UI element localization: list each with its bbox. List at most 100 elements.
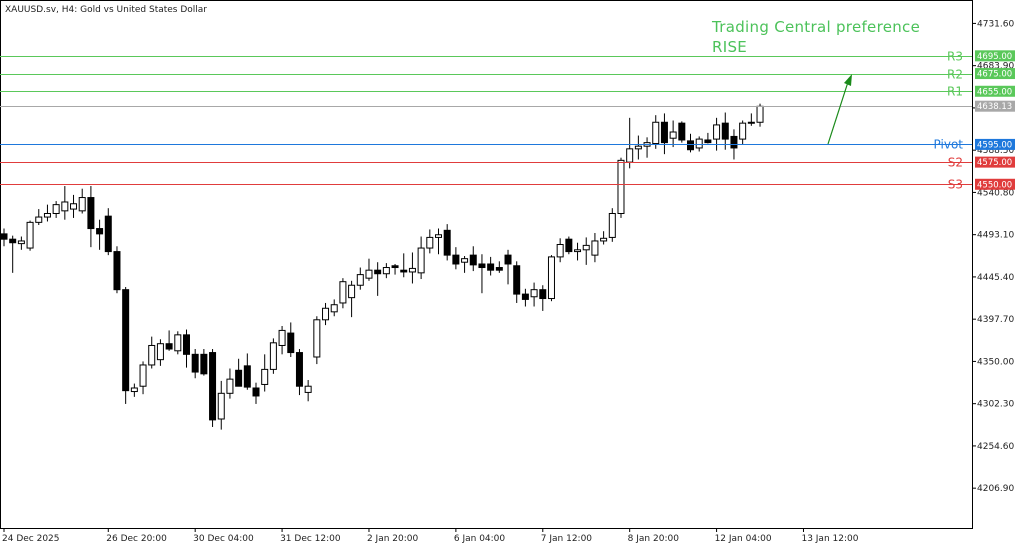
candle [608, 208, 616, 242]
candle-body-bullish [669, 131, 677, 139]
candle-body-bullish [52, 204, 60, 214]
candle-body-bullish [461, 258, 469, 263]
candle-body-bullish [426, 236, 434, 249]
candle-body-bullish [695, 138, 703, 149]
price-tag-current-text: 4638.13 [977, 102, 1012, 112]
candle [678, 121, 686, 143]
candle-body-bearish [200, 353, 208, 375]
level-name-r3: R3 [947, 50, 963, 64]
candle [252, 382, 260, 404]
rise-arrow-shaft [827, 81, 849, 145]
price-tag-s2-text: 4575.00 [977, 158, 1012, 168]
candle-body-bearish [513, 265, 521, 295]
instrument-title: XAUUSD.sv, H4: Gold vs United States Dol… [5, 5, 207, 15]
candle [313, 316, 321, 365]
candle-body-bullish [608, 212, 616, 238]
candle [713, 117, 721, 151]
candle-body-bearish [478, 263, 486, 269]
level-name-pivot: Pivot [934, 138, 964, 152]
candle [339, 278, 347, 309]
candle [408, 252, 416, 284]
candle [182, 329, 190, 368]
candle [61, 186, 69, 220]
pivot-levels: R3 R2 R1 Pivot S2 S3 [0, 50, 972, 192]
candle-body-bullish [530, 289, 538, 298]
candle [304, 380, 312, 402]
candle-body-bearish [87, 197, 95, 230]
candle [104, 208, 112, 256]
candle [330, 299, 338, 317]
candle [148, 336, 156, 369]
candle [243, 353, 251, 390]
candle [9, 235, 17, 273]
candle [417, 236, 425, 280]
y-tick-label: 4254.60 [977, 442, 1014, 452]
candle [374, 262, 382, 296]
candle [687, 133, 695, 153]
candle [348, 280, 356, 318]
candle-body-bullish [634, 145, 642, 150]
candle-body-bullish [435, 234, 442, 238]
price-tag-s3: 4550.00 [975, 178, 1015, 190]
candle-body-bearish [9, 238, 17, 244]
candle [226, 368, 234, 399]
x-tick-label: 8 Jan 20:00 [628, 534, 680, 544]
y-tick-label: 4540.80 [977, 188, 1014, 198]
x-tick-label: 7 Jan 12:00 [541, 534, 593, 544]
price-tag-s2-bg [975, 156, 1015, 168]
candle [322, 302, 330, 326]
candle-body-bullish [313, 319, 321, 358]
candle-body-bearish [104, 215, 112, 253]
candle [191, 349, 199, 379]
x-tick-label: 24 Dec 2025 [2, 534, 60, 544]
price-tag-pivot-text: 4595.00 [977, 140, 1012, 150]
candle-body-bullish [61, 201, 69, 212]
candle [565, 236, 573, 255]
candle [122, 287, 130, 404]
candle-body-bullish [356, 274, 364, 286]
candle [17, 236, 25, 250]
candle-body-bearish [704, 139, 712, 144]
y-tick-label: 4493.10 [977, 231, 1014, 241]
candle [174, 331, 182, 355]
candle [478, 254, 486, 294]
candle-body-bullish [626, 148, 634, 163]
candle-body-bearish [287, 332, 295, 354]
candle-body-bullish [574, 249, 582, 253]
candle-body-bullish [35, 216, 43, 223]
candle-body-bearish [391, 265, 399, 269]
level-name-r1: R1 [947, 85, 963, 99]
candle [96, 219, 104, 250]
candle-body-bearish [452, 254, 460, 265]
y-tick-label: 4397.70 [977, 315, 1014, 325]
rise-arrow [827, 74, 852, 145]
y-tick-label: 4731.60 [977, 19, 1014, 29]
candle-body-bullish [339, 281, 347, 304]
y-tick-label: 4588.50 [977, 146, 1014, 156]
level-name-r2: R2 [947, 68, 963, 82]
candle [261, 354, 269, 392]
candle-body-bearish [0, 233, 8, 240]
candle [452, 247, 460, 270]
price-axis[interactable]: 4731.604683.904636.204588.504540.804493.… [972, 19, 1015, 494]
candle [695, 136, 703, 152]
price-tag-s2: 4575.00 [975, 156, 1015, 168]
candle [747, 113, 755, 126]
candle [547, 255, 555, 302]
candle-body-bearish [243, 365, 251, 388]
candle-body-bullish [148, 344, 156, 366]
candle-body-bullish [17, 240, 25, 245]
candle-body-bearish [96, 228, 104, 235]
level-name-s2: S2 [948, 156, 963, 170]
time-axis[interactable]: 24 Dec 2025 26 Dec 20:00 30 Dec 04:00 31 De… [2, 528, 859, 544]
y-tick-label: 4302.30 [977, 400, 1014, 410]
candle-body-bullish [652, 121, 660, 145]
candle-body-bearish [687, 140, 695, 151]
candle-body-bullish [747, 121, 755, 124]
candle-body-bullish [278, 329, 286, 346]
candle-body-bearish [443, 229, 451, 256]
candle-body-bullish [217, 392, 225, 420]
candle-body-bullish [417, 247, 425, 274]
